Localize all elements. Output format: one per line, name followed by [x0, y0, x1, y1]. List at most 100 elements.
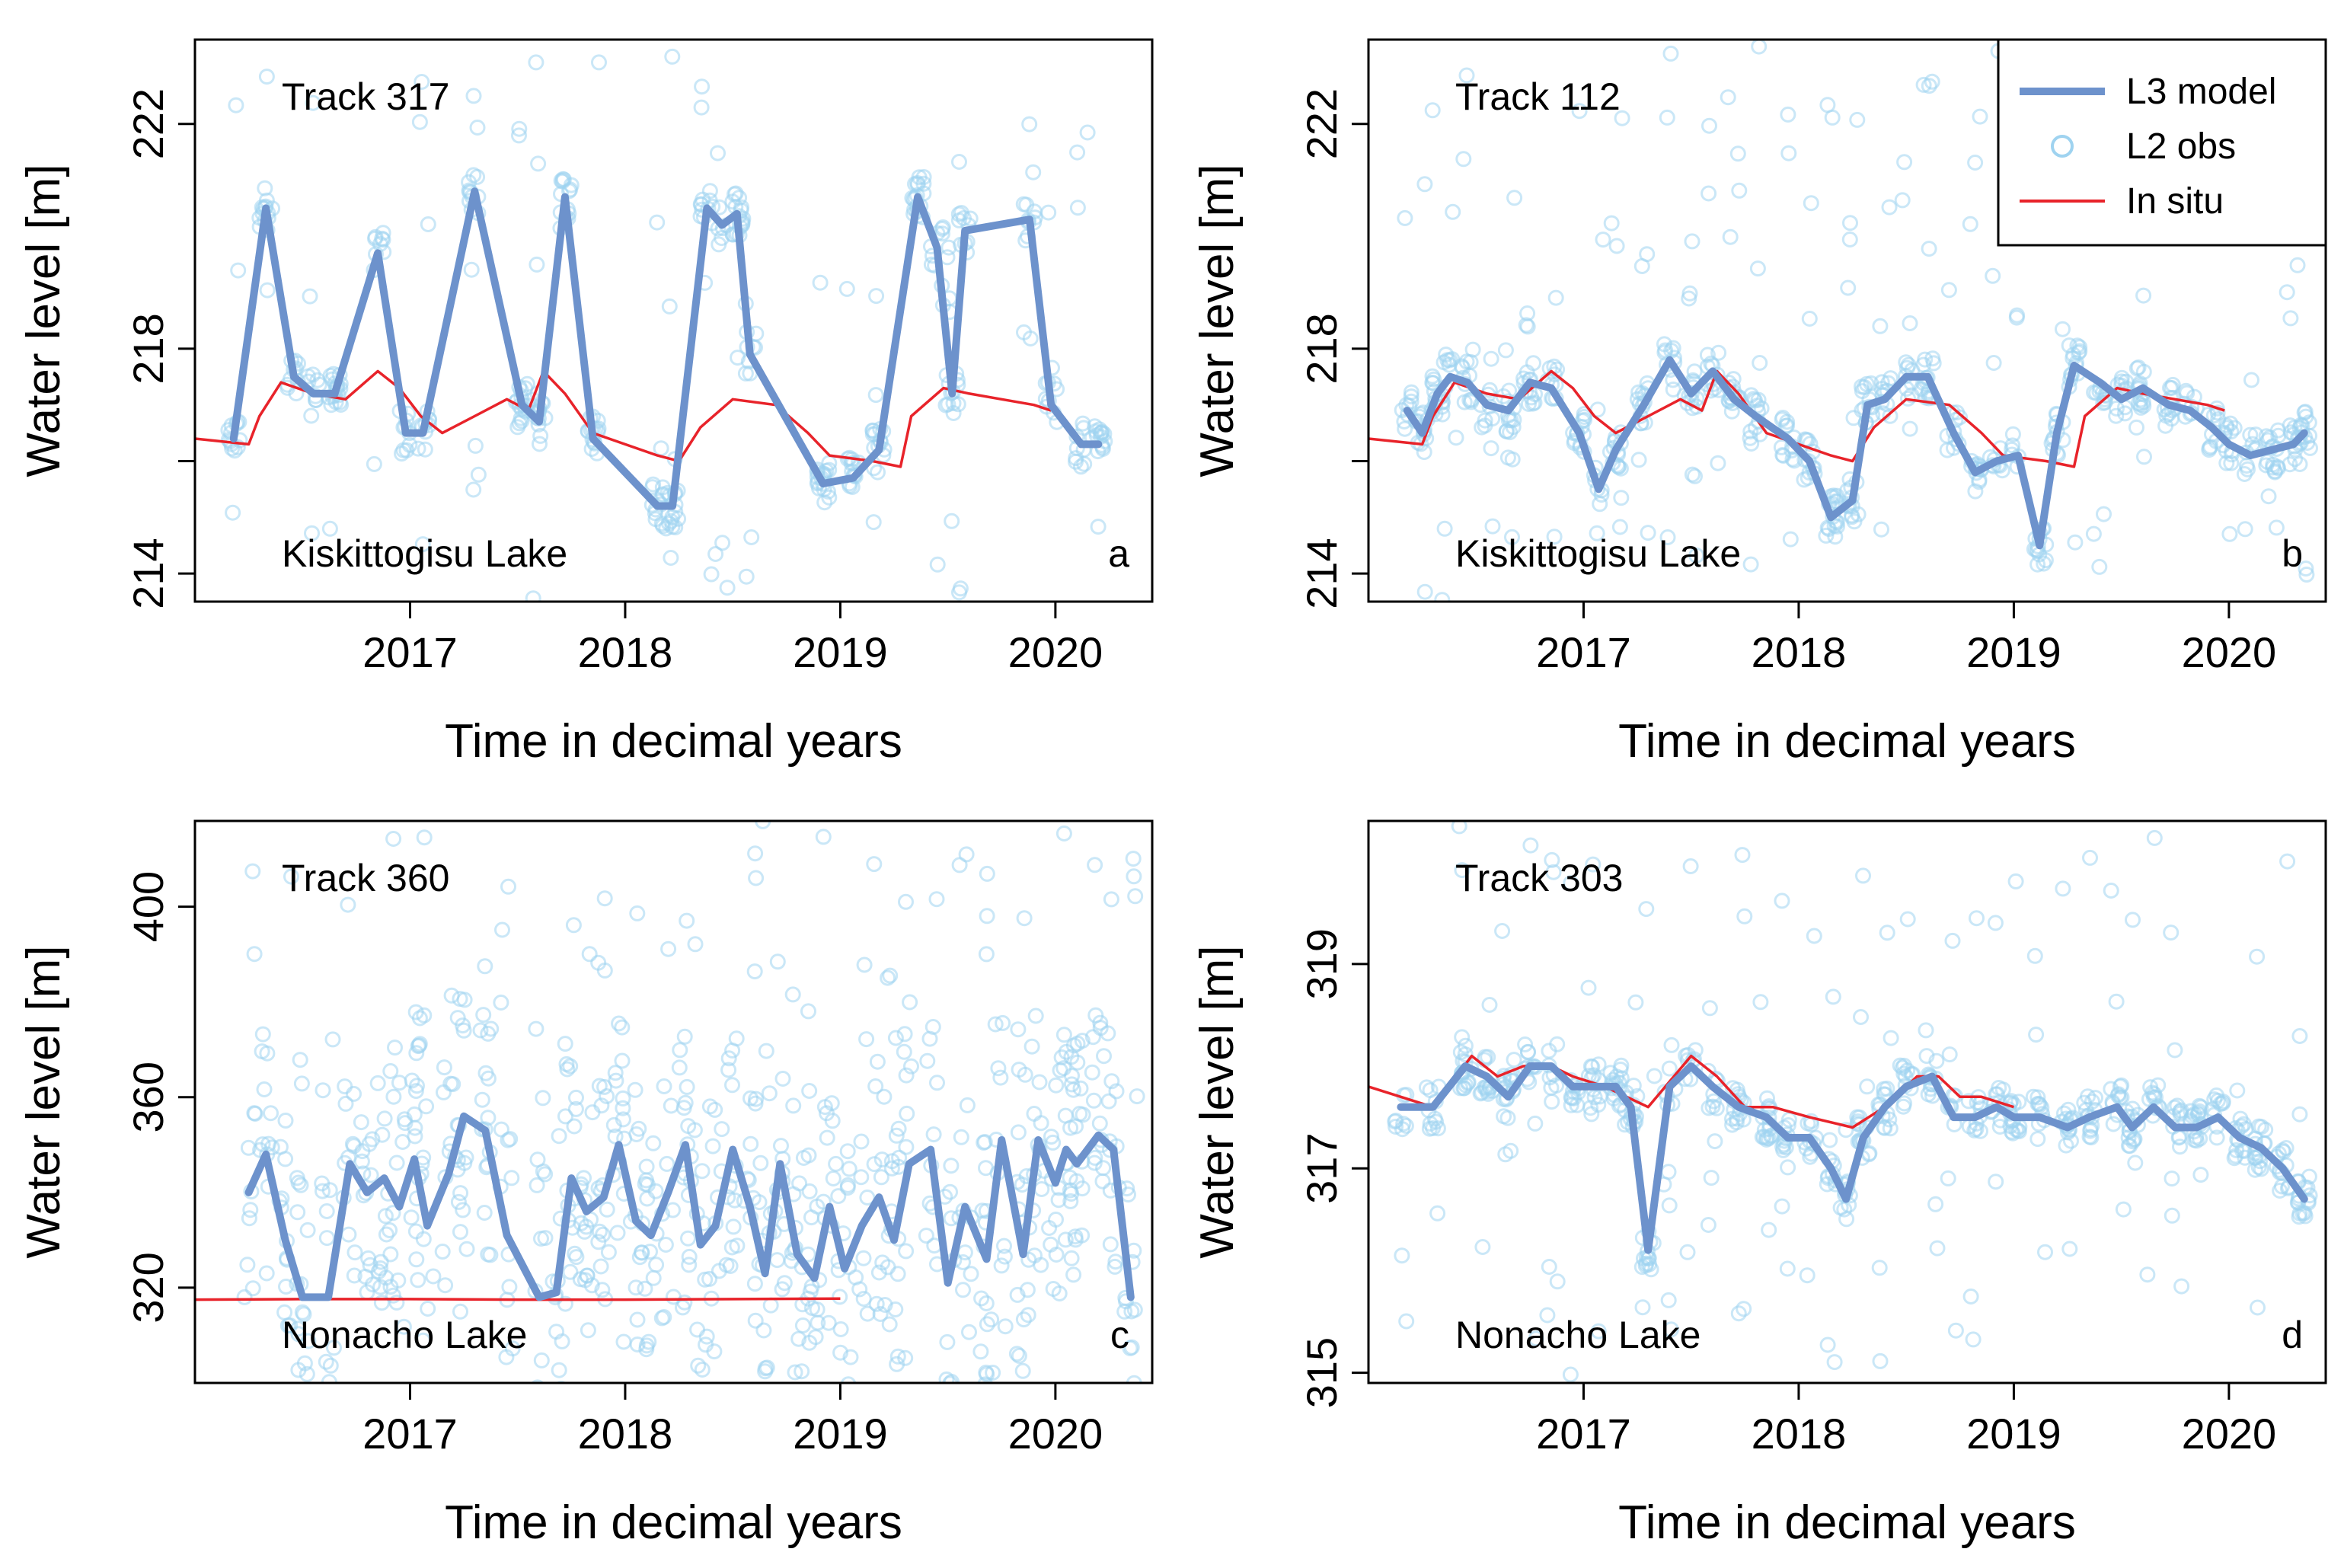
l2-obs-point: [755, 1322, 772, 1339]
l2-obs-point: [1481, 997, 1498, 1013]
l2-obs-point: [568, 1249, 585, 1266]
l2-obs-point: [1123, 1412, 1137, 1426]
l2-obs-point: [1838, 1211, 1855, 1228]
l2-obs-point: [581, 946, 598, 963]
l2-obs-point: [600, 1244, 617, 1260]
l2-obs-point: [711, 236, 727, 253]
l2-obs-point: [2221, 525, 2238, 542]
l2-obs-point: [241, 1210, 257, 1227]
l2-obs-point: [2183, 1103, 2199, 1119]
l2-obs-point: [762, 1297, 779, 1314]
l2-obs-point: [1876, 1119, 1893, 1136]
l2-obs-point: [1458, 353, 1475, 370]
l2-obs-point: [1484, 410, 1501, 427]
l2-obs-point: [229, 439, 246, 455]
l2-obs-point: [1024, 1038, 1040, 1055]
l2-obs-point: [2061, 1241, 2078, 1257]
l2-obs-point: [1773, 439, 1790, 455]
l2-obs-point: [551, 1128, 567, 1145]
l2-obs-point: [1630, 452, 1647, 468]
l2-obs-point: [638, 1158, 655, 1175]
l2-obs-point: [474, 1091, 490, 1108]
l2-obs-point: [2028, 1027, 2045, 1043]
l2-obs-point: [425, 1268, 442, 1285]
l2-obs-point: [2115, 1201, 2132, 1218]
l2-obs-point: [898, 1067, 915, 1084]
l2-obs-point: [420, 216, 436, 232]
l2-obs-point: [942, 1183, 958, 1200]
l2-obs-point: [979, 1316, 995, 1333]
l2-obs-point: [2071, 339, 2088, 356]
l2-obs-point: [388, 1154, 405, 1171]
l2-obs-point: [372, 1279, 389, 1295]
l2-obs-point: [609, 1225, 626, 1241]
l2-obs-point: [2067, 534, 2084, 551]
l2-obs-point: [528, 1020, 544, 1037]
l2-obs-point: [2029, 556, 2046, 573]
l2-obs-point: [1608, 238, 1625, 254]
l2-obs-point: [228, 97, 244, 113]
l2-obs-point: [769, 953, 786, 970]
l2-obs-point: [1547, 289, 1564, 306]
l2-obs-point: [1902, 420, 1918, 437]
l2-obs-point: [1921, 78, 1937, 94]
l2-obs-point: [899, 1105, 915, 1122]
legend-obs-swatch: [2051, 135, 2074, 158]
l2-obs-point: [1100, 1093, 1117, 1110]
l2-obs-point: [1751, 40, 1768, 55]
l2-obs-point: [1069, 1054, 1086, 1071]
l2-obs-point: [1477, 412, 1493, 429]
l2-obs-point: [1925, 355, 1942, 372]
l2-obs-point: [720, 1050, 737, 1067]
l2-obs-point: [1730, 1305, 1747, 1322]
l2-obs-point: [1506, 190, 1523, 206]
l2-obs-point: [434, 1244, 451, 1260]
l2-obs-point: [1053, 1049, 1070, 1065]
x-tick-label: 2020: [2182, 1410, 2277, 1458]
y-axis-title: Water level [m]: [1191, 945, 1244, 1258]
l2-obs-point: [469, 168, 486, 185]
l2-obs-point: [482, 1247, 499, 1263]
l2-obs-point: [742, 1135, 759, 1152]
l2-obs-point: [2164, 1207, 2180, 1224]
l2-obs-point: [465, 481, 482, 498]
l2-obs-point: [801, 1183, 818, 1199]
l2-obs-point: [889, 1348, 906, 1365]
l2-obs-point: [950, 212, 967, 228]
l2-obs-point: [929, 1075, 945, 1091]
l2-obs-point: [465, 88, 482, 104]
l2-obs-point: [240, 1139, 257, 1156]
l2-obs-point: [2127, 1154, 2144, 1171]
l2-obs-point: [1806, 928, 1822, 944]
plot-frame: [1367, 38, 2327, 603]
l2-obs-point: [642, 1244, 658, 1260]
l2-obs-point: [2272, 1183, 2288, 1199]
l2-obs-point: [800, 1003, 816, 1020]
l2-obs-point: [374, 1126, 391, 1143]
l2-obs-point: [289, 1204, 306, 1221]
l2-obs-point: [1855, 867, 1871, 884]
y-tick-label: 315: [1298, 1337, 1346, 1408]
l2-obs-point: [830, 1188, 847, 1205]
l2-obs-point: [568, 1089, 584, 1106]
l2-obs-point: [407, 1119, 423, 1136]
l2-obs-point: [594, 1282, 611, 1298]
lake-label: Nonacho Lake: [1455, 1314, 1701, 1356]
l2-obs-point: [1065, 1081, 1081, 1098]
l2-obs-point: [891, 1149, 908, 1166]
l2-obs-point: [1055, 1027, 1072, 1043]
l2-obs-point: [2192, 1167, 2209, 1183]
l2-obs-point: [2242, 426, 2259, 443]
l2-obs-point: [411, 113, 428, 130]
l2-obs-point: [978, 946, 995, 963]
y-axis-title: Water level [m]: [18, 945, 70, 1258]
x-tick-label: 2019: [1966, 628, 2061, 676]
l2-obs-point: [934, 219, 951, 235]
l2-obs-point: [747, 1312, 764, 1329]
l2-obs-point: [1069, 1035, 1086, 1052]
l2-obs-point: [2247, 1149, 2263, 1166]
l2-obs-point: [2108, 993, 2125, 1010]
l2-obs-point: [498, 1349, 515, 1365]
l2-obs-point: [868, 288, 885, 305]
l2-obs-point: [483, 1020, 500, 1037]
